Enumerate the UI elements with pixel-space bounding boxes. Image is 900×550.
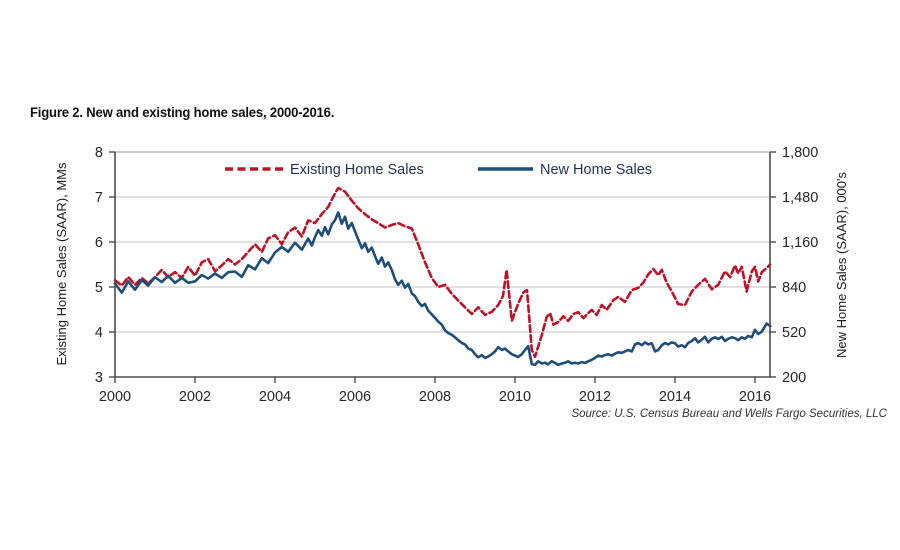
svg-text:1,800: 1,800 xyxy=(782,145,818,161)
source-note: Source: U.S. Census Bureau and Wells Far… xyxy=(571,408,887,420)
svg-text:2014: 2014 xyxy=(659,389,691,405)
svg-text:3: 3 xyxy=(95,370,103,386)
svg-text:5: 5 xyxy=(95,280,103,296)
svg-text:1,480: 1,480 xyxy=(782,190,818,206)
svg-text:2002: 2002 xyxy=(179,389,211,405)
right-axis-tick-labels: 200 520 840 1,160 1,480 1,800 xyxy=(782,145,818,386)
left-axis-title: Existing Home Sales (SAAR), MMs xyxy=(54,162,69,365)
svg-text:840: 840 xyxy=(782,280,806,296)
svg-text:2010: 2010 xyxy=(499,389,531,405)
svg-text:1,160: 1,160 xyxy=(782,235,818,251)
legend-label-new: New Home Sales xyxy=(540,162,652,178)
chart-legend: Existing Home Sales New Home Sales xyxy=(225,162,652,178)
series-line-new-home-sales xyxy=(113,211,772,367)
svg-text:200: 200 xyxy=(782,370,806,386)
svg-text:2012: 2012 xyxy=(579,389,611,405)
svg-text:2000: 2000 xyxy=(99,389,131,405)
svg-text:520: 520 xyxy=(782,325,806,341)
legend-item-existing-home-sales: Existing Home Sales xyxy=(225,162,424,178)
svg-text:7: 7 xyxy=(95,190,103,206)
right-axis-title: New Home Sales (SAAR), 000's xyxy=(834,172,849,358)
gridlines xyxy=(115,151,770,333)
svg-text:2006: 2006 xyxy=(339,389,371,405)
figure-title: Figure 2. New and existing home sales, 2… xyxy=(30,105,335,120)
series-line-existing-home-sales xyxy=(113,186,772,359)
svg-text:6: 6 xyxy=(95,235,103,251)
svg-text:2004: 2004 xyxy=(259,389,291,405)
svg-text:4: 4 xyxy=(95,325,103,341)
data-series xyxy=(113,186,772,367)
svg-text:2008: 2008 xyxy=(419,389,451,405)
svg-text:2016: 2016 xyxy=(739,389,771,405)
x-axis-tick-labels: 2000 2002 2004 2006 2008 2010 2012 2014 2016 xyxy=(99,389,771,405)
svg-text:8: 8 xyxy=(95,145,103,161)
legend-label-existing: Existing Home Sales xyxy=(290,162,424,178)
axes-spines-ticks xyxy=(109,151,776,383)
legend-item-new-home-sales: New Home Sales xyxy=(478,162,652,178)
left-axis-tick-labels: 3 4 5 6 7 8 xyxy=(95,145,103,386)
